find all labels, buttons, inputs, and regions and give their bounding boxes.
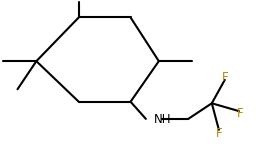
Text: F: F [221, 71, 228, 84]
Text: F: F [237, 107, 243, 120]
Text: NH: NH [154, 113, 172, 126]
Text: F: F [216, 127, 222, 140]
